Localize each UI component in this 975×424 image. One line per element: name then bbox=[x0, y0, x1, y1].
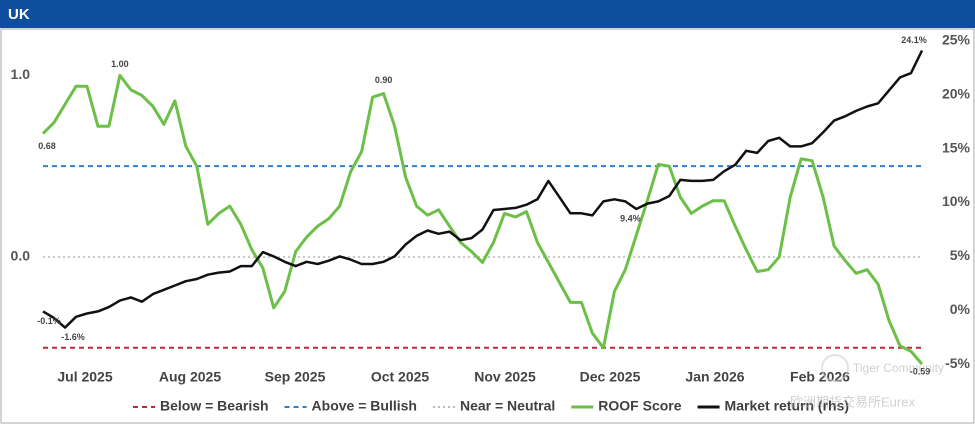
data-label: 0.90 bbox=[375, 75, 393, 85]
data-label: 0.68 bbox=[38, 141, 56, 151]
x-tick-label: Nov 2025 bbox=[474, 369, 536, 385]
chart-title: UK bbox=[8, 6, 30, 23]
legend-label: Below = Bearish bbox=[160, 398, 269, 414]
y2-tick-label: 25% bbox=[942, 31, 971, 47]
x-tick-label: Oct 2025 bbox=[371, 369, 430, 385]
data-label: -1.6% bbox=[61, 332, 85, 342]
y2-tick-label: 5% bbox=[950, 247, 971, 263]
x-tick-label: Sep 2025 bbox=[265, 369, 326, 385]
watermark-text: Tiger Community bbox=[853, 361, 944, 375]
y2-tick-label: 20% bbox=[942, 85, 971, 101]
y-tick-label: 0.0 bbox=[11, 248, 31, 264]
data-label: 9.4% bbox=[620, 213, 641, 223]
series-line bbox=[42, 49, 924, 329]
y2-tick-label: 10% bbox=[942, 193, 971, 209]
y2-tick-label: 0% bbox=[950, 301, 971, 317]
x-tick-label: Feb 2026 bbox=[790, 369, 850, 385]
y-tick-label: 1.0 bbox=[11, 66, 31, 82]
data-label: -0.59 bbox=[910, 366, 931, 376]
x-tick-label: Jul 2025 bbox=[57, 369, 112, 385]
watermark-logo bbox=[821, 354, 849, 382]
data-label: 1.00 bbox=[111, 59, 129, 69]
data-label: 24.1% bbox=[901, 35, 927, 45]
legend-label: ROOF Score bbox=[598, 398, 681, 414]
legend-label: Above = Bullish bbox=[312, 398, 417, 414]
watermark: Tiger Community 欧洲期货交易所Eurex bbox=[790, 354, 944, 409]
watermark-text: 欧洲期货交易所Eurex bbox=[790, 394, 915, 409]
frame bbox=[0, 28, 975, 424]
x-tick-label: Aug 2025 bbox=[159, 369, 221, 385]
header-bar bbox=[0, 0, 975, 28]
x-tick-label: Dec 2025 bbox=[580, 369, 641, 385]
y2-tick-label: 15% bbox=[942, 139, 971, 155]
x-tick-label: Jan 2026 bbox=[685, 369, 744, 385]
legend: Below = Bearish Above = Bullish Near = Neu… bbox=[133, 398, 849, 414]
data-label: -0.1% bbox=[37, 316, 61, 326]
legend-label: Market return (rhs) bbox=[725, 398, 849, 414]
y2-tick-label: -5% bbox=[945, 355, 970, 371]
series-line bbox=[41, 73, 924, 366]
legend-label: Near = Neutral bbox=[460, 398, 555, 414]
